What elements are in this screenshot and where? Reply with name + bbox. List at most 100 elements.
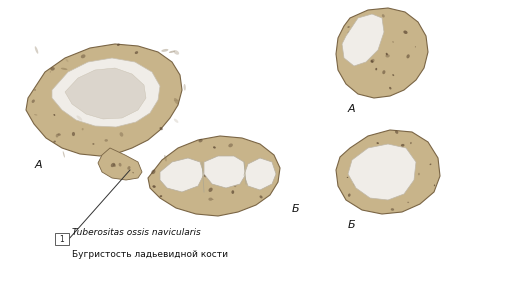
Ellipse shape — [260, 196, 262, 198]
Ellipse shape — [366, 51, 370, 54]
Ellipse shape — [382, 70, 385, 74]
Ellipse shape — [234, 184, 236, 187]
Polygon shape — [336, 130, 440, 214]
Polygon shape — [148, 136, 280, 216]
Text: 1: 1 — [59, 235, 64, 244]
Ellipse shape — [418, 173, 420, 175]
Ellipse shape — [228, 143, 233, 147]
Ellipse shape — [120, 90, 122, 92]
Ellipse shape — [72, 132, 75, 136]
Bar — [55, 233, 69, 245]
Polygon shape — [98, 148, 142, 180]
Text: Б: Б — [292, 204, 299, 214]
Polygon shape — [52, 58, 160, 127]
Ellipse shape — [118, 99, 121, 103]
Ellipse shape — [107, 64, 109, 66]
Ellipse shape — [76, 115, 82, 121]
Ellipse shape — [410, 176, 412, 178]
Ellipse shape — [375, 68, 377, 70]
Ellipse shape — [347, 177, 348, 178]
Text: Б: Б — [348, 220, 356, 230]
Ellipse shape — [385, 54, 390, 58]
Polygon shape — [336, 8, 428, 98]
Ellipse shape — [174, 99, 179, 101]
Ellipse shape — [183, 84, 186, 90]
Polygon shape — [204, 156, 246, 188]
Ellipse shape — [407, 54, 410, 58]
Ellipse shape — [127, 166, 130, 170]
Ellipse shape — [81, 54, 85, 58]
Ellipse shape — [348, 55, 349, 56]
Text: A: A — [348, 104, 356, 114]
Ellipse shape — [58, 133, 61, 136]
Ellipse shape — [148, 91, 149, 93]
Ellipse shape — [376, 142, 379, 144]
Ellipse shape — [34, 114, 38, 115]
Ellipse shape — [230, 169, 234, 173]
Ellipse shape — [407, 202, 409, 203]
Ellipse shape — [117, 44, 120, 46]
Ellipse shape — [434, 185, 435, 186]
Polygon shape — [244, 158, 276, 190]
Ellipse shape — [387, 148, 391, 151]
Ellipse shape — [213, 146, 216, 149]
Polygon shape — [160, 158, 204, 192]
Ellipse shape — [34, 89, 36, 91]
Ellipse shape — [111, 163, 115, 167]
Ellipse shape — [208, 188, 213, 192]
Ellipse shape — [135, 51, 138, 54]
Ellipse shape — [371, 60, 374, 63]
Ellipse shape — [410, 142, 412, 144]
Ellipse shape — [386, 53, 388, 55]
Ellipse shape — [173, 50, 179, 55]
Polygon shape — [348, 144, 416, 200]
Ellipse shape — [348, 194, 350, 197]
Ellipse shape — [70, 77, 73, 82]
Text: A: A — [35, 160, 42, 170]
Polygon shape — [65, 68, 146, 119]
Ellipse shape — [56, 134, 59, 137]
Ellipse shape — [358, 162, 361, 165]
Ellipse shape — [403, 30, 408, 34]
Polygon shape — [342, 14, 384, 66]
Ellipse shape — [376, 167, 378, 169]
Ellipse shape — [213, 199, 214, 200]
Ellipse shape — [194, 160, 196, 163]
Ellipse shape — [383, 190, 385, 191]
Ellipse shape — [160, 127, 163, 130]
Text: Бугристость ладьевидной кости: Бугристость ладьевидной кости — [72, 250, 228, 259]
Ellipse shape — [174, 119, 179, 123]
Ellipse shape — [415, 46, 416, 47]
Ellipse shape — [204, 174, 207, 177]
Ellipse shape — [354, 183, 356, 185]
Ellipse shape — [32, 99, 35, 103]
Ellipse shape — [82, 128, 84, 130]
Ellipse shape — [354, 35, 357, 39]
Ellipse shape — [367, 17, 370, 21]
Ellipse shape — [163, 181, 164, 183]
Ellipse shape — [196, 162, 199, 167]
Ellipse shape — [240, 162, 242, 163]
Ellipse shape — [370, 59, 375, 63]
Ellipse shape — [398, 185, 401, 188]
Ellipse shape — [392, 74, 394, 76]
Text: Tuberositas ossis navicularis: Tuberositas ossis navicularis — [72, 228, 201, 237]
Ellipse shape — [66, 59, 68, 62]
Ellipse shape — [351, 166, 352, 168]
Ellipse shape — [113, 164, 116, 167]
Ellipse shape — [348, 31, 351, 36]
Ellipse shape — [199, 139, 202, 142]
Ellipse shape — [169, 51, 175, 53]
Ellipse shape — [389, 87, 392, 89]
Ellipse shape — [119, 163, 121, 167]
Ellipse shape — [35, 46, 38, 54]
Ellipse shape — [401, 144, 404, 147]
Ellipse shape — [54, 140, 56, 143]
Ellipse shape — [161, 49, 169, 52]
Ellipse shape — [260, 158, 262, 160]
Ellipse shape — [61, 68, 67, 70]
Ellipse shape — [119, 69, 121, 71]
Ellipse shape — [50, 71, 51, 72]
Ellipse shape — [232, 190, 234, 194]
Ellipse shape — [347, 26, 350, 28]
